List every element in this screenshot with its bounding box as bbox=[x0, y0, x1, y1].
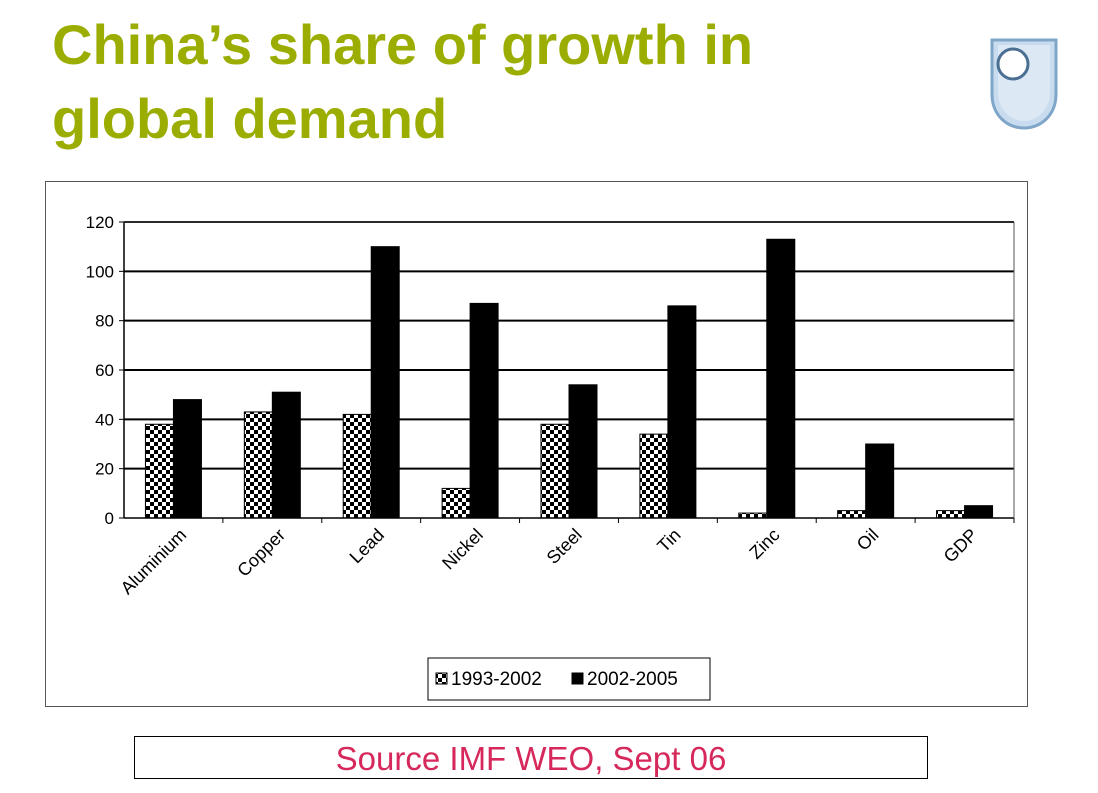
bar-2002-2005-nickel bbox=[469, 302, 499, 519]
x-tick-label: Tin bbox=[653, 525, 684, 556]
y-tick-label: 60 bbox=[95, 361, 114, 380]
y-tick-label: 100 bbox=[86, 262, 114, 281]
bar-2002-2005-zinc bbox=[766, 238, 796, 519]
x-tick-label: Copper bbox=[233, 525, 289, 581]
legend-box bbox=[427, 657, 711, 701]
x-tick-label: Lead bbox=[346, 525, 388, 567]
x-tick-label: Nickel bbox=[438, 525, 487, 574]
y-tick-label: 20 bbox=[95, 460, 114, 479]
bar-chart: 0 20 40 60 80 100 120 Aluminium Copper Lead Nicke… bbox=[86, 213, 1015, 701]
bar-1993-2002-steel bbox=[540, 423, 570, 519]
bar-1993-2002-aluminium bbox=[144, 423, 174, 519]
bar-1993-2002-tin bbox=[639, 433, 669, 519]
bar-1993-2002-gdp bbox=[936, 510, 966, 519]
legend-label: 1993-2002 bbox=[451, 669, 542, 690]
bar-2002-2005-tin bbox=[667, 305, 697, 519]
x-tick-label: Oil bbox=[853, 525, 883, 555]
bar-1993-2002-lead bbox=[342, 413, 372, 519]
y-tick-label: 120 bbox=[86, 213, 114, 232]
bar-2002-2005-gdp bbox=[964, 505, 994, 519]
legend-label: 2002-2005 bbox=[587, 669, 678, 690]
y-tick-label: 0 bbox=[105, 509, 114, 528]
x-tick-label: GDP bbox=[940, 525, 982, 567]
bar-2002-2005-steel bbox=[568, 384, 598, 519]
y-tick-label: 40 bbox=[95, 410, 114, 429]
bar-2002-2005-lead bbox=[370, 246, 400, 519]
slide-title: China’s share of growth in global demand bbox=[52, 13, 754, 150]
chart-frame: 0 20 40 60 80 100 120 Aluminium Copper Lead Nicke… bbox=[45, 181, 1028, 707]
bar-1993-2002-oil bbox=[837, 510, 867, 519]
shield-logo-icon bbox=[990, 38, 1058, 130]
bar-2002-2005-aluminium bbox=[172, 399, 202, 519]
x-tick-label: Aluminium bbox=[117, 525, 191, 599]
bar-1993-2002-nickel bbox=[441, 487, 471, 519]
bar-1993-2002-copper bbox=[243, 411, 273, 519]
y-tick-label: 80 bbox=[95, 312, 114, 331]
source-caption: Source IMF WEO, Sept 06 bbox=[134, 736, 928, 779]
legend-swatch-1993-2002 bbox=[435, 672, 448, 685]
bar-2002-2005-oil bbox=[865, 443, 895, 519]
legend-swatch-2002-2005 bbox=[571, 672, 584, 685]
bar-2002-2005-copper bbox=[271, 391, 301, 519]
x-tick-label: Steel bbox=[543, 525, 586, 568]
x-tick-label: Zinc bbox=[745, 525, 783, 563]
